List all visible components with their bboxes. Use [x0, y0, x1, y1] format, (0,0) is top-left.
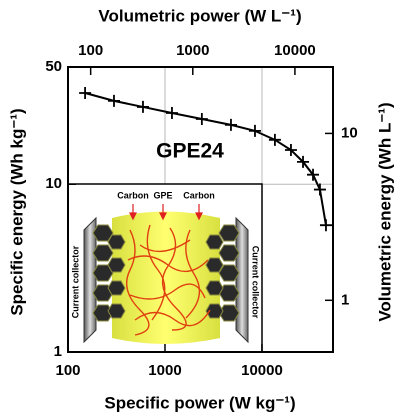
x-axis-label: Specific power (W kg⁻¹) — [104, 393, 295, 412]
inset-label: Current collector — [251, 246, 261, 319]
y-axis-label: Specific energy (Wh kg⁻¹) — [7, 108, 26, 315]
y-tick-label: 10 — [45, 175, 62, 192]
inset-illustration: Carbon GPE Carbon Current collector Curr… — [67, 183, 263, 353]
data-point — [107, 94, 120, 107]
data-point — [313, 183, 326, 196]
x2-tick-label: 1000 — [176, 42, 209, 59]
data-point — [224, 118, 237, 131]
data-point — [297, 155, 310, 168]
inset-label: Carbon — [117, 190, 149, 200]
y2-axis-label: Volumetric energy (Wh L⁻¹) — [375, 102, 394, 321]
polymer-network — [126, 224, 211, 336]
data-point — [319, 219, 332, 232]
plot-frame — [67, 66, 334, 353]
x2-tick-label: 10000 — [274, 42, 316, 59]
arrows — [129, 204, 203, 221]
x-tick-label: 100 — [55, 362, 80, 379]
collector-left — [83, 216, 97, 344]
data-point — [248, 124, 261, 137]
annotation: GPE24 — [156, 140, 224, 163]
x2-tick-label: 100 — [78, 42, 103, 59]
data-point — [307, 168, 320, 181]
y-tick-label: 1 — [54, 343, 62, 360]
data-point — [268, 133, 281, 146]
y2-tick-label: 1 — [341, 291, 349, 308]
y2-tick-label: 10 — [341, 124, 358, 141]
data-point — [284, 144, 297, 157]
inset-label: GPE — [153, 190, 172, 200]
inset-label: Current collector — [70, 245, 80, 318]
x-tick-label: 10000 — [241, 362, 283, 379]
data-point — [136, 100, 149, 113]
collector-right — [235, 216, 249, 344]
electrolyte — [112, 211, 220, 344]
data-point — [79, 86, 92, 99]
y-tick-label: 50 — [45, 58, 62, 75]
x-tick-label: 1000 — [148, 362, 181, 379]
data-point — [195, 112, 208, 125]
x2-axis-label: Volumetric power (W L⁻¹) — [98, 6, 301, 25]
inset-label: Carbon — [183, 190, 215, 200]
data-point — [165, 106, 178, 119]
carbon-particles — [92, 224, 240, 322]
